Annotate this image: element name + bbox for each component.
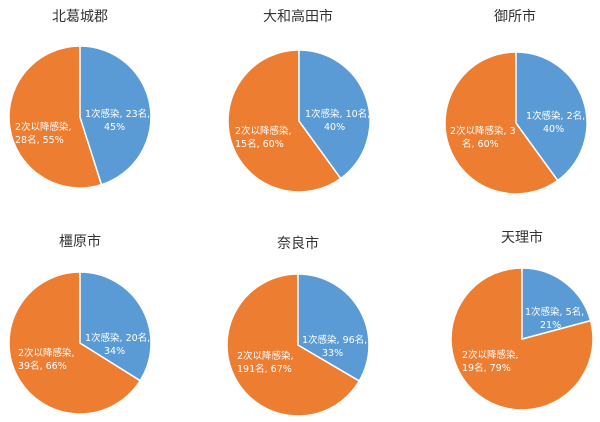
chart-title: 御所市 — [494, 8, 536, 25]
chart-title: 橿原市 — [59, 233, 101, 250]
pie-chart-yamatotakada: 大和高田市 1次感染, 10名, 40% 2次以降感染, 15名, 60% — [227, 8, 371, 193]
slice-label-second: 2次以降感染, 39名, 66% — [18, 347, 75, 372]
pie-slice-second — [8, 45, 103, 189]
chart-title: 大和高田市 — [263, 8, 333, 25]
pie-slice-second — [444, 51, 559, 195]
pie-chart-nara: 奈良市 1次感染, 96名, 33% 2次以降感染, 191名, 67% — [226, 235, 370, 417]
slice-label-second: 2次以降感染, 19名, 79% — [462, 349, 519, 374]
slice-label-first: 1次感染, 10名, 40% — [305, 108, 370, 133]
slice-label-second: 2次以降感染, 15名, 60% — [235, 125, 292, 150]
slice-label-first: 1次感染, 20名, 34% — [85, 332, 150, 357]
chart-title: 天理市 — [501, 229, 543, 246]
pie-slice-first — [79, 271, 152, 382]
pie-chart-gose: 御所市 1次感染, 2名, 40% 2次以降感染, 3 名, 60% — [444, 8, 588, 195]
pie-slice-second — [226, 273, 361, 417]
slice-label-second: 2次以降感染, 28名, 55% — [15, 121, 72, 146]
pie-chart-kitakatsuragi: 北葛城郡 1次感染, 23名, 45% 2次以降感染, 28名, 55% — [8, 9, 152, 189]
slice-label-second: 2次以降感染, 191名, 67% — [237, 350, 294, 375]
slice-label-second: 2次以降感染, 3 名, 60% — [450, 125, 516, 150]
slice-label-first: 1次感染, 23名, 45% — [85, 108, 150, 133]
slice-label-first: 1次感染, 96名, 33% — [302, 334, 367, 359]
pie-slice-second — [8, 271, 142, 415]
pie-slice-second — [227, 49, 342, 193]
pie-slice-first — [515, 51, 588, 182]
slice-label-first: 1次感染, 2名, 40% — [526, 110, 585, 135]
pie-chart-tenri: 天理市 1次感染, 5名, 21% 2次以降感染, 19名, 79% — [450, 229, 594, 411]
pie-slice-first — [521, 267, 592, 340]
pie-slice-first — [298, 49, 371, 180]
chart-title: 奈良市 — [277, 235, 319, 252]
pie-slice-first — [297, 273, 370, 382]
slice-label-first: 1次感染, 5名, 21% — [525, 306, 584, 331]
pie-chart-kashihara: 橿原市 1次感染, 20名, 34% 2次以降感染, 39名, 66% — [8, 233, 152, 415]
pie-slice-first — [79, 45, 152, 186]
chart-title: 北葛城郡 — [52, 9, 108, 25]
